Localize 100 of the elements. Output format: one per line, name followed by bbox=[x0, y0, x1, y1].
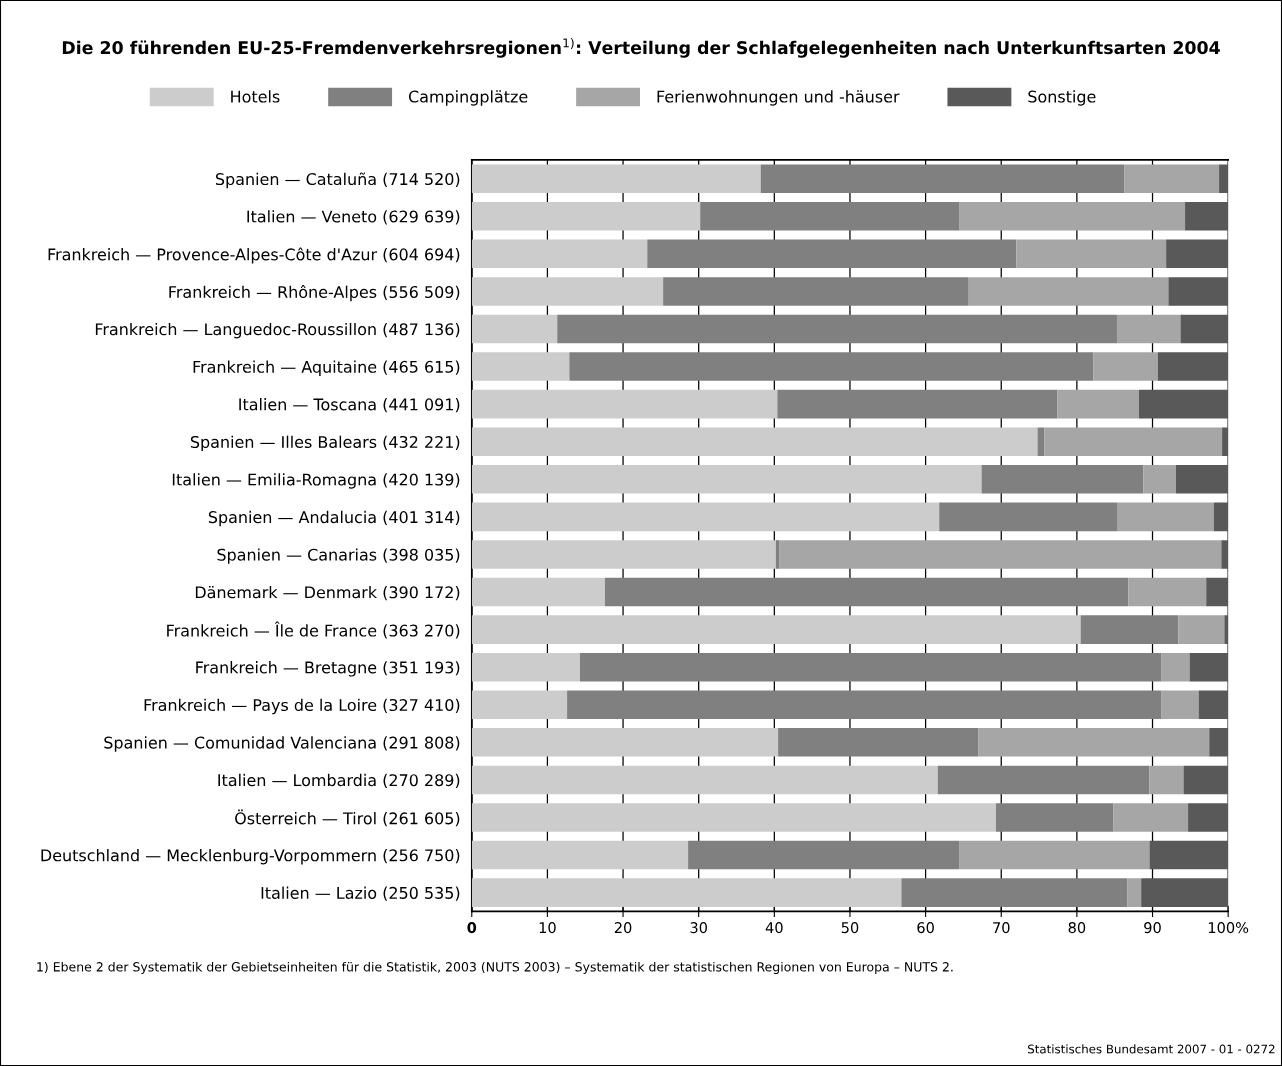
bar bbox=[471, 427, 1038, 456]
legend-label: Campingplätze bbox=[408, 90, 528, 106]
y-tick-label: Frankreich — Provence-Alpes-Côte d'Azur (604 694) bbox=[48, 247, 460, 264]
bar bbox=[1057, 389, 1139, 419]
bar bbox=[569, 352, 1094, 381]
bar bbox=[663, 277, 969, 306]
x-tick-label: 60 bbox=[917, 922, 934, 934]
x-tick-label: 20 bbox=[614, 922, 632, 934]
bar bbox=[471, 803, 996, 832]
x-tick-label: 100% bbox=[1208, 922, 1249, 934]
bar bbox=[471, 201, 701, 231]
bar bbox=[471, 765, 938, 795]
bar bbox=[1166, 239, 1229, 269]
bar bbox=[1209, 728, 1229, 757]
bar bbox=[937, 765, 1150, 795]
x-tick-label: 10 bbox=[539, 922, 556, 934]
bar bbox=[777, 389, 1058, 419]
bar bbox=[1037, 427, 1045, 456]
bar bbox=[1080, 615, 1179, 644]
bar bbox=[471, 615, 1081, 644]
bar bbox=[1138, 389, 1229, 419]
bar bbox=[1016, 239, 1167, 269]
bar bbox=[557, 314, 1117, 344]
y-tick-label: Spanien — Cataluña (714 520) bbox=[215, 172, 460, 189]
text: 1) Ebene 2 der Systematik der Gebietseinheiten für die Statistik, 2003 (NUTS 2003) – Systematik der statistischen Regionen von Europa – NUTS 2. bbox=[37, 961, 953, 974]
bar bbox=[1221, 540, 1229, 569]
x-tick-label: 30 bbox=[690, 922, 707, 934]
bar bbox=[1178, 615, 1225, 644]
legend-label: Hotels bbox=[231, 90, 280, 103]
bar bbox=[1044, 427, 1223, 456]
bar bbox=[959, 840, 1150, 870]
bar bbox=[1183, 765, 1229, 795]
bar bbox=[579, 652, 1162, 682]
bar bbox=[1124, 164, 1220, 193]
bar bbox=[1161, 652, 1190, 682]
y-tick-label: Spanien — Illes Balears (432 221) bbox=[190, 435, 460, 452]
bar bbox=[700, 201, 960, 231]
y-tick-label: Frankreich — Aquitaine (465 615) bbox=[193, 360, 460, 376]
bar bbox=[471, 164, 761, 193]
bar bbox=[471, 352, 570, 381]
bar bbox=[471, 652, 580, 682]
bar bbox=[968, 277, 1169, 306]
bar bbox=[1143, 465, 1176, 494]
bar bbox=[778, 728, 979, 757]
bar bbox=[995, 803, 1114, 832]
x-tick-label: 70 bbox=[993, 922, 1010, 934]
x-tick-label: 80 bbox=[1068, 922, 1086, 934]
bar bbox=[981, 465, 1144, 494]
bar bbox=[1168, 277, 1229, 306]
x-tick-label: 40 bbox=[765, 922, 783, 934]
bar bbox=[471, 502, 940, 532]
bar bbox=[779, 540, 1222, 569]
y-tick-label: Österreich — Tirol (261 605) bbox=[235, 809, 460, 827]
bar bbox=[1213, 502, 1229, 532]
bar bbox=[760, 164, 1125, 193]
x-tick-label: 0 bbox=[467, 922, 477, 934]
bar bbox=[1128, 577, 1207, 607]
bar bbox=[647, 239, 1017, 269]
bar bbox=[471, 277, 664, 306]
y-tick-label: Spanien — Comunidad Valenciana (291 808) bbox=[104, 736, 460, 752]
bar bbox=[471, 314, 558, 344]
bar bbox=[471, 239, 648, 269]
y-tick-label: Italien — Veneto (629 639) bbox=[247, 210, 460, 225]
chart-title: Die 20 führenden EU-25-Fremdenverkehrsregionen$^{1)}$: Verteilung der Schlafgelegenheiten nach Unterkunftsarten 2004 bbox=[62, 38, 1220, 58]
y-tick-label: Frankreich — Rhône-Alpes (556 509) bbox=[169, 285, 460, 302]
bar bbox=[978, 728, 1210, 757]
bar bbox=[604, 577, 1129, 607]
bar bbox=[1175, 465, 1229, 494]
bar bbox=[471, 690, 568, 720]
y-tick-label: Italien — Lazio (250 535) bbox=[261, 886, 460, 901]
bar bbox=[1141, 878, 1229, 907]
bar bbox=[1188, 803, 1229, 832]
bar bbox=[1093, 352, 1158, 381]
x-tick-label: 50 bbox=[841, 922, 859, 934]
bar bbox=[1219, 164, 1229, 193]
y-tick-label: Spanien — Andalucia (401 314) bbox=[208, 510, 460, 527]
bar bbox=[1185, 201, 1229, 231]
bar bbox=[939, 502, 1118, 532]
bar bbox=[1127, 878, 1142, 907]
bar bbox=[471, 728, 779, 757]
bar bbox=[775, 540, 780, 569]
legend-label: Sonstige bbox=[1028, 90, 1096, 106]
bar bbox=[567, 690, 1162, 720]
bar bbox=[1180, 314, 1229, 344]
y-tick-label: Italien — Toscana (441 091) bbox=[239, 398, 460, 413]
y-tick-label: Frankreich — Pays de la Loire (327 410) bbox=[144, 698, 460, 715]
bar bbox=[1161, 690, 1199, 720]
bar bbox=[471, 878, 902, 907]
y-tick-label: Deutschland — Mecklenburg-Vorpommern (256 750) bbox=[41, 849, 460, 865]
legend-label: Ferienwohnungen und -häuser bbox=[657, 90, 900, 106]
bar bbox=[1198, 690, 1229, 720]
y-tick-label: Italien — Lombardia (270 289) bbox=[218, 773, 460, 789]
bar bbox=[1117, 502, 1214, 532]
bar bbox=[471, 577, 605, 607]
y-tick-label: Spanien — Canarias (398 035) bbox=[217, 548, 460, 564]
y-tick-label: Frankreich — Île de France (363 270) bbox=[167, 621, 460, 639]
bar bbox=[688, 840, 960, 870]
x-tick-label: 90 bbox=[1144, 922, 1161, 934]
y-tick-label: Dänemark — Denmark (390 172) bbox=[195, 585, 460, 601]
bar bbox=[1222, 427, 1229, 456]
